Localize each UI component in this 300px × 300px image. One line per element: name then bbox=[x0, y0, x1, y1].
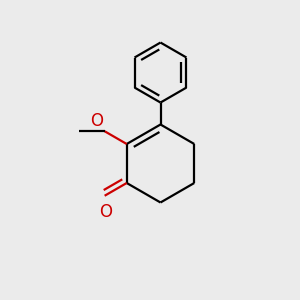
Text: O: O bbox=[99, 203, 112, 221]
Text: O: O bbox=[90, 112, 103, 130]
